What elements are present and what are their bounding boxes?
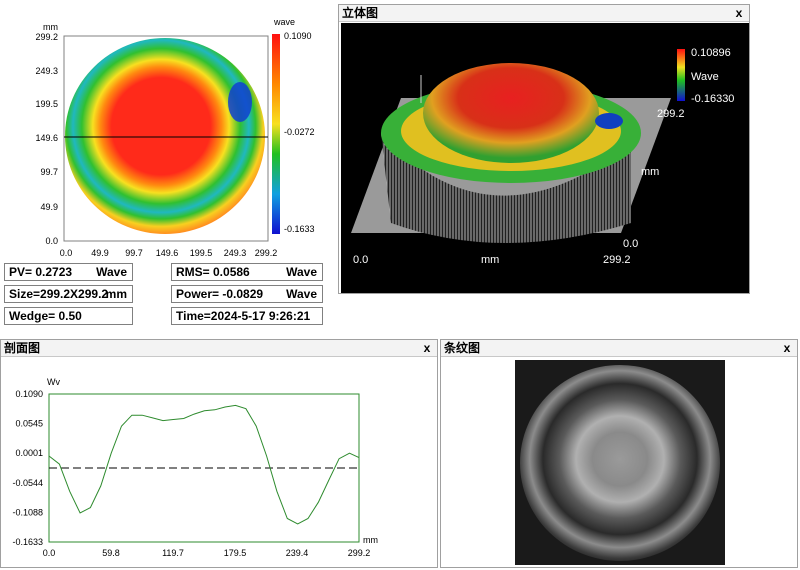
rms-unit: Wave	[286, 265, 317, 279]
fringe-title: 条纹图	[444, 341, 481, 355]
contour-x-tick: 199.5	[190, 248, 213, 258]
view3d-canvas[interactable]: 0.10896 Wave -0.16330 299.2 mm 0.0 0.0 m…	[341, 23, 749, 293]
profile-y-unit: Wv	[47, 377, 60, 387]
profile-y-tick-label: -0.1088	[12, 507, 43, 517]
fringe-close-button[interactable]: x	[783, 341, 791, 355]
contour-low-spot	[228, 82, 252, 122]
contour-y-tick: 249.3	[35, 66, 58, 76]
view3d-axis-bottom-right: 299.2	[603, 254, 631, 266]
profile-series-line	[48, 404, 360, 525]
profile-x-tick-label: 119.7	[162, 548, 184, 558]
rms-box: RMS= 0.0586 Wave	[171, 263, 323, 281]
view3d-title: 立体图	[342, 6, 379, 20]
size-value: Size=299.2X299.2	[9, 287, 109, 301]
colorbar-min: -0.1633	[284, 224, 315, 234]
colorbar-max: 0.1090	[284, 31, 312, 41]
profile-y-tick-label: -0.1633	[12, 537, 43, 547]
view3d-axis-bottom-left: 0.0	[353, 254, 368, 266]
profile-x-unit: mm	[363, 535, 378, 545]
profile-y-tick-label: -0.0544	[12, 478, 43, 488]
view3d-panel: 立体图 x	[338, 4, 750, 294]
view3d-legend-bar	[677, 49, 685, 101]
contour-y-unit: mm	[43, 22, 58, 32]
contour-x-tick: 149.6	[156, 248, 179, 258]
contour-x-tick: 49.9	[91, 248, 109, 258]
view3d-axis-right-bottom: 0.0	[623, 238, 638, 250]
view3d-axis-right-unit: mm	[641, 166, 659, 178]
profile-panel: 剖面图 x Wv mm 0.1090 0.0545 0.0001 -0.0544 -0.…	[0, 339, 438, 568]
wedge-value: Wedge= 0.50	[9, 309, 82, 323]
view3d-close-button[interactable]: x	[735, 6, 743, 20]
contour-x-tick: 0.0	[60, 248, 73, 258]
profile-titlebar[interactable]: 剖面图 x	[1, 340, 437, 357]
profile-x-tick-label: 239.4	[286, 548, 309, 558]
view3d-legend-min: -0.16330	[691, 93, 734, 105]
colorbar	[272, 34, 280, 234]
contour-y-tick: 49.9	[40, 202, 58, 212]
profile-y-tick-label: 0.0545	[15, 419, 43, 429]
view3d-plot: 0.10896 Wave -0.16330 299.2 mm 0.0 0.0 m…	[351, 47, 734, 266]
profile-x-tick-label: 299.2	[348, 548, 371, 558]
contour-x-tick: 99.7	[125, 248, 143, 258]
size-box: Size=299.2X299.2 mm	[4, 285, 133, 303]
view3d-low-spot	[595, 113, 623, 129]
pv-value: PV= 0.2723	[9, 265, 73, 279]
profile-title: 剖面图	[4, 341, 41, 355]
view3d-axis-right-top: 299.2	[657, 108, 685, 120]
pv-unit: Wave	[96, 265, 127, 279]
view3d-skirt	[381, 133, 631, 243]
time-value: Time=2024-5-17 9:26:21	[176, 309, 311, 323]
profile-chart[interactable]: Wv mm 0.1090 0.0545 0.0001 -0.0544 -0.1088 -0…	[1, 358, 437, 568]
contour-map[interactable]	[65, 38, 265, 234]
profile-y-tick-label: 0.0001	[15, 448, 43, 458]
size-unit: mm	[105, 287, 127, 301]
time-box: Time=2024-5-17 9:26:21	[171, 307, 323, 325]
contour-plot: mm 299.2 249.3 199.5 149.6 99.7 49.9 0.0…	[35, 17, 315, 258]
power-value: Power= -0.0829	[176, 287, 264, 301]
view3d-legend-max: 0.10896	[691, 47, 731, 59]
fringe-titlebar[interactable]: 条纹图 x	[441, 340, 797, 357]
profile-frame	[48, 393, 360, 543]
contour-x-tick: 299.2	[255, 248, 278, 258]
colorbar-title: wave	[273, 17, 295, 27]
view3d-legend-label: Wave	[691, 71, 719, 83]
contour-x-tick: 249.3	[224, 248, 247, 258]
profile-x-tick-label: 179.5	[224, 548, 247, 558]
fringe-pattern	[515, 360, 725, 565]
profile-close-button[interactable]: x	[423, 341, 431, 355]
wedge-box: Wedge= 0.50	[4, 307, 133, 325]
view3d-titlebar[interactable]: 立体图 x	[339, 5, 749, 22]
fringe-panel: 条纹图 x	[440, 339, 798, 568]
pv-box: PV= 0.2723 Wave	[4, 263, 133, 281]
power-unit: Wave	[286, 287, 317, 301]
profile-x-tick-label: 59.8	[102, 548, 120, 558]
contour-panel: mm 299.2 249.3 199.5 149.6 99.7 49.9 0.0…	[0, 0, 338, 334]
fringe-image[interactable]	[515, 360, 725, 565]
contour-y-tick: 149.6	[35, 133, 58, 143]
rms-value: RMS= 0.0586	[176, 265, 250, 279]
contour-y-tick: 0.0	[45, 236, 58, 246]
contour-y-tick: 299.2	[35, 32, 58, 42]
view3d-axis-bottom-unit: mm	[481, 254, 499, 266]
contour-y-tick: 199.5	[35, 99, 58, 109]
profile-x-tick-label: 0.0	[43, 548, 56, 558]
power-box: Power= -0.0829 Wave	[171, 285, 323, 303]
colorbar-mid: -0.0272	[284, 127, 315, 137]
fringe-disk	[520, 365, 720, 561]
profile-y-tick-label: 0.1090	[15, 389, 43, 399]
contour-y-tick: 99.7	[40, 167, 58, 177]
view3d-dome	[423, 63, 599, 163]
